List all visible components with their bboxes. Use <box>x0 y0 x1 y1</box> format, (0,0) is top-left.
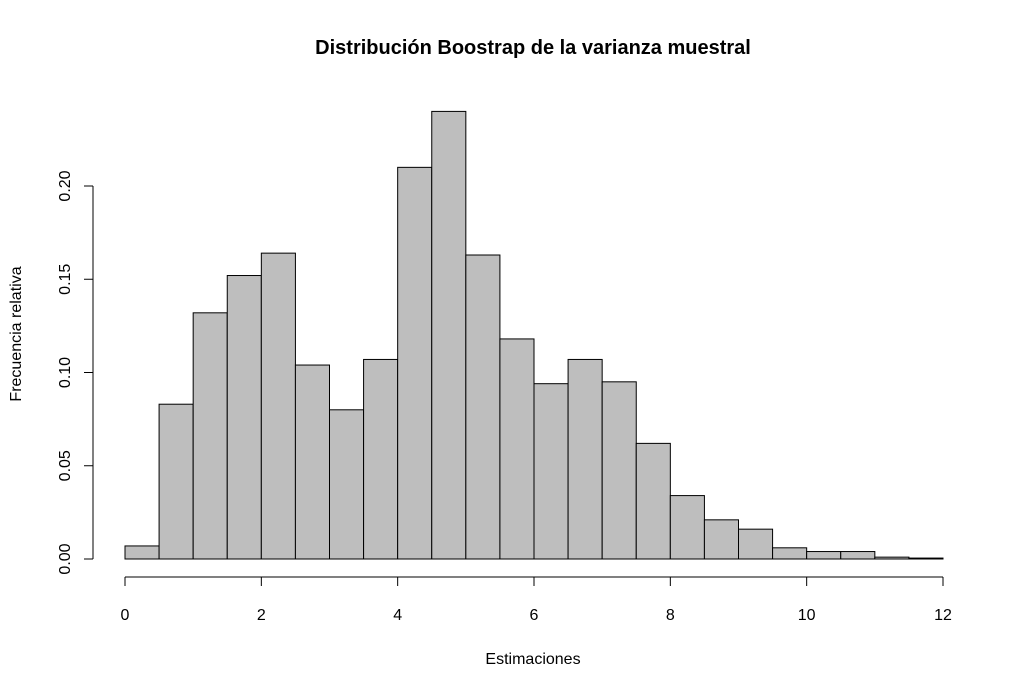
y-tick-label: 0.00 <box>57 543 74 574</box>
chart-title: Distribución Boostrap de la varianza mue… <box>315 37 751 59</box>
histogram-bar <box>601 381 637 560</box>
y-axis-label: Frecuencia relativa <box>8 266 25 401</box>
histogram-bar <box>158 403 194 560</box>
histogram-bar <box>192 312 228 560</box>
histogram-bar <box>226 275 262 560</box>
y-tick-label: 0.15 <box>57 264 74 295</box>
y-tick-label: 0.10 <box>57 357 74 388</box>
y-tick-label: 0.20 <box>57 170 74 201</box>
x-tick-label: 8 <box>666 607 675 624</box>
x-tick-label: 10 <box>798 607 816 624</box>
histogram-bar <box>499 338 535 560</box>
histogram-bar <box>635 442 671 560</box>
x-tick-label: 0 <box>121 607 130 624</box>
x-tick-label: 4 <box>393 607 402 624</box>
histogram-bar <box>294 364 330 560</box>
histogram-bar <box>806 551 842 560</box>
histogram-bar <box>533 383 569 560</box>
histogram-bar <box>567 358 603 560</box>
histogram-bar <box>260 252 296 560</box>
histogram-bar <box>840 551 876 560</box>
histogram-bar <box>874 556 910 560</box>
histogram-bar <box>772 547 808 560</box>
histogram-bar <box>738 528 774 560</box>
histogram-bar <box>465 254 501 560</box>
histogram-bar <box>703 519 740 560</box>
histogram-bars <box>124 110 944 560</box>
x-axis: 0 2 4 6 8 10 12 <box>121 576 952 624</box>
x-tick-label: 12 <box>934 607 952 624</box>
histogram-bar <box>397 166 433 560</box>
histogram-bar <box>124 545 160 560</box>
x-axis-label: Estimaciones <box>485 651 580 668</box>
histogram-bar <box>431 110 467 560</box>
histogram-bar <box>363 358 399 560</box>
x-tick-label: 2 <box>257 607 266 624</box>
histogram-bar <box>329 409 365 560</box>
y-axis: 0.00 0.05 0.10 0.15 0.20 <box>57 170 94 575</box>
y-tick-label: 0.05 <box>57 450 74 481</box>
histogram-bar <box>669 495 705 560</box>
histogram-bar <box>908 557 944 560</box>
x-tick-label: 6 <box>530 607 539 624</box>
